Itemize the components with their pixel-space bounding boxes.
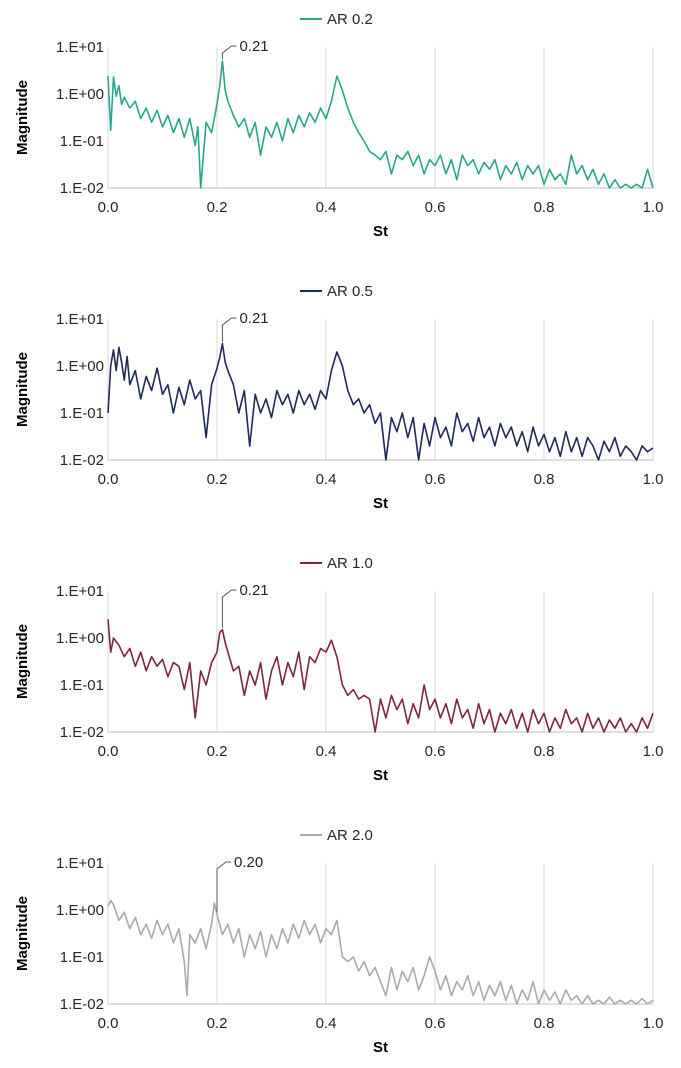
x-tick-label: 0.4 bbox=[316, 199, 337, 216]
y-tick-label: 1.E-01 bbox=[60, 405, 104, 422]
y-axis-title: Magnitude bbox=[14, 352, 31, 427]
x-axis-title: St bbox=[373, 1039, 388, 1056]
chart-panel: 0.0 0.2 0.4 0.6 0.8 1.0 1.E-02 1.E-01 1.E+00 1.E+… bbox=[14, 11, 663, 240]
x-tick-label: 0.2 bbox=[207, 1015, 228, 1032]
x-tick-label: 1.0 bbox=[643, 471, 664, 488]
y-tick-label: 1.E+01 bbox=[56, 855, 104, 872]
peak-label: 0.21 bbox=[239, 582, 268, 599]
series-line bbox=[107, 619, 654, 733]
peak-leader-line bbox=[221, 45, 237, 60]
y-tick-label: 1.E-02 bbox=[60, 724, 104, 741]
y-tick-label: 1.E+00 bbox=[56, 86, 104, 103]
y-axis-title: Magnitude bbox=[14, 80, 31, 155]
y-tick-label: 1.E-02 bbox=[60, 452, 104, 469]
x-tick-label: 0.0 bbox=[98, 471, 119, 488]
y-tick-label: 1.E-01 bbox=[60, 133, 104, 150]
x-tick-label: 0.6 bbox=[425, 1015, 446, 1032]
x-tick-label: 1.0 bbox=[643, 1015, 664, 1032]
x-tick-label: 0.0 bbox=[98, 1015, 119, 1032]
y-tick-label: 1.E+00 bbox=[56, 630, 104, 647]
chart-panel: 0.0 0.2 0.4 0.6 0.8 1.0 1.E-02 1.E-01 1.E+00 1.E+… bbox=[14, 283, 663, 512]
legend-label: AR 0.5 bbox=[327, 283, 373, 300]
y-axis-title: Magnitude bbox=[14, 624, 31, 699]
legend-label: AR 2.0 bbox=[327, 827, 373, 844]
peak-label: 0.21 bbox=[239, 38, 268, 55]
x-tick-label: 0.8 bbox=[534, 471, 555, 488]
x-tick-label: 1.0 bbox=[643, 199, 664, 216]
x-tick-label: 0.6 bbox=[425, 471, 446, 488]
x-tick-label: 0.4 bbox=[316, 471, 337, 488]
series-line bbox=[107, 342, 654, 461]
series-line bbox=[107, 60, 654, 189]
x-tick-label: 0.8 bbox=[534, 743, 555, 760]
y-tick-label: 1.E-02 bbox=[60, 996, 104, 1013]
x-tick-label: 0.6 bbox=[425, 199, 446, 216]
y-tick-label: 1.E+01 bbox=[56, 583, 104, 600]
legend-label: AR 1.0 bbox=[327, 555, 373, 572]
y-tick-label: 1.E+01 bbox=[56, 39, 104, 56]
x-tick-label: 0.4 bbox=[316, 1015, 337, 1032]
x-tick-label: 0.0 bbox=[98, 743, 119, 760]
chart-panel: 0.0 0.2 0.4 0.6 0.8 1.0 1.E-02 1.E-01 1.E+00 1.E+… bbox=[14, 827, 663, 1056]
x-tick-label: 0.8 bbox=[534, 1015, 555, 1032]
x-axis-title: St bbox=[373, 223, 388, 240]
y-tick-label: 1.E-01 bbox=[60, 949, 104, 966]
x-tick-label: 0.2 bbox=[207, 199, 228, 216]
x-tick-label: 0.0 bbox=[98, 199, 119, 216]
y-axis-title: Magnitude bbox=[14, 896, 31, 971]
y-tick-label: 1.E-01 bbox=[60, 677, 104, 694]
y-tick-label: 1.E+00 bbox=[56, 902, 104, 919]
series-line bbox=[107, 899, 654, 1005]
y-tick-label: 1.E-02 bbox=[60, 180, 104, 197]
peak-label: 0.21 bbox=[239, 310, 268, 327]
x-tick-label: 0.2 bbox=[207, 471, 228, 488]
y-tick-label: 1.E+01 bbox=[56, 311, 104, 328]
x-tick-label: 0.8 bbox=[534, 199, 555, 216]
x-tick-label: 0.2 bbox=[207, 743, 228, 760]
x-axis-title: St bbox=[373, 767, 388, 784]
peak-label: 0.20 bbox=[234, 854, 263, 871]
legend-label: AR 0.2 bbox=[327, 11, 373, 28]
x-tick-label: 1.0 bbox=[643, 743, 664, 760]
peak-leader-line bbox=[221, 317, 237, 342]
chart-panel: 0.0 0.2 0.4 0.6 0.8 1.0 1.E-02 1.E-01 1.E+00 1.E+… bbox=[14, 555, 663, 784]
x-tick-label: 0.4 bbox=[316, 743, 337, 760]
y-tick-label: 1.E+00 bbox=[56, 358, 104, 375]
peak-leader-line bbox=[216, 861, 231, 913]
x-axis-title: St bbox=[373, 495, 388, 512]
x-tick-label: 0.6 bbox=[425, 743, 446, 760]
peak-leader-line bbox=[221, 589, 237, 628]
